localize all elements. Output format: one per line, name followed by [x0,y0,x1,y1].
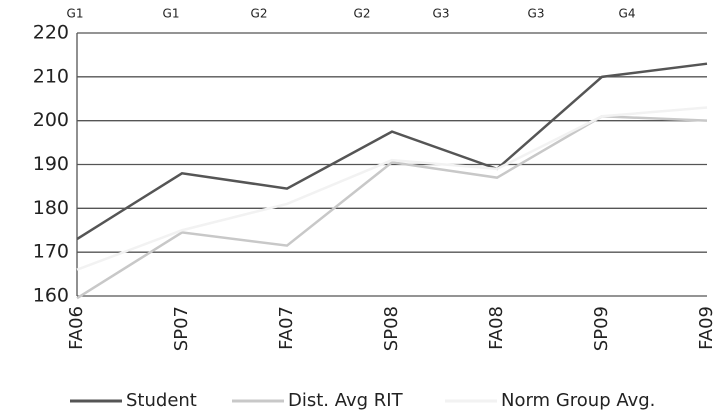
legend-label: Norm Group Avg. [501,390,655,411]
y-tick-label: 170 [33,241,69,263]
y-tick-label: 200 [33,109,69,131]
x-tick-label: FA08 [486,306,507,350]
x-tick-label: SP07 [171,306,192,351]
series-line [76,115,708,300]
y-tick-label: 220 [33,22,69,44]
grade-label: G1 [67,7,84,21]
x-tick-label: FA07 [276,306,297,350]
grade-label: G3 [528,7,545,21]
legend-label: Dist. Avg RIT [288,390,404,411]
legend-label: Student [126,390,197,411]
x-tick-label: FA06 [66,306,87,350]
y-tick-label: 210 [33,65,69,87]
y-tick-label: 160 [33,285,69,307]
y-tick-label: 190 [33,153,69,175]
series-line [76,106,708,271]
grade-label: G4 [619,7,636,21]
x-tick-label: FA09 [696,306,717,350]
grade-label: G2 [251,7,268,21]
x-tick-label: SP08 [381,306,402,351]
series-line [76,62,708,241]
x-tick-label: SP09 [591,306,612,351]
grade-label: G2 [354,7,371,21]
grade-label: G3 [433,7,450,21]
y-tick-label: 180 [33,197,69,219]
grade-label: G1 [163,7,180,21]
